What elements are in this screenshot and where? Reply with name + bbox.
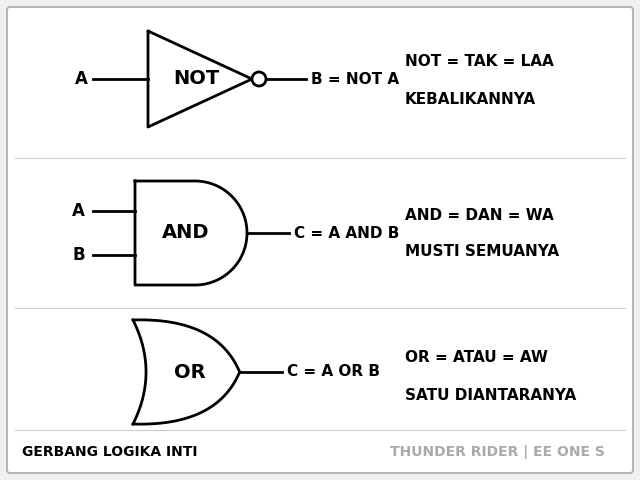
Text: THUNDER RIDER | EE ONE S: THUNDER RIDER | EE ONE S (390, 445, 605, 459)
Circle shape (252, 72, 266, 86)
Text: GERBANG LOGIKA INTI: GERBANG LOGIKA INTI (22, 445, 198, 459)
Text: SATU DIANTARANYA: SATU DIANTARANYA (405, 387, 576, 403)
Text: OR: OR (174, 362, 206, 382)
Text: B: B (72, 246, 85, 264)
Text: OR = ATAU = AW: OR = ATAU = AW (405, 349, 548, 364)
Text: KEBALIKANNYA: KEBALIKANNYA (405, 93, 536, 108)
Text: A: A (75, 70, 88, 88)
Text: MUSTI SEMUANYA: MUSTI SEMUANYA (405, 244, 559, 260)
FancyBboxPatch shape (7, 7, 633, 473)
Text: AND: AND (163, 224, 210, 242)
Text: B = NOT A: B = NOT A (311, 72, 399, 86)
Text: A: A (72, 202, 85, 220)
Text: NOT: NOT (173, 70, 219, 88)
Text: AND = DAN = WA: AND = DAN = WA (405, 207, 554, 223)
Text: C = A AND B: C = A AND B (294, 226, 399, 240)
Text: NOT = TAK = LAA: NOT = TAK = LAA (405, 55, 554, 70)
Text: C = A OR B: C = A OR B (287, 364, 380, 380)
